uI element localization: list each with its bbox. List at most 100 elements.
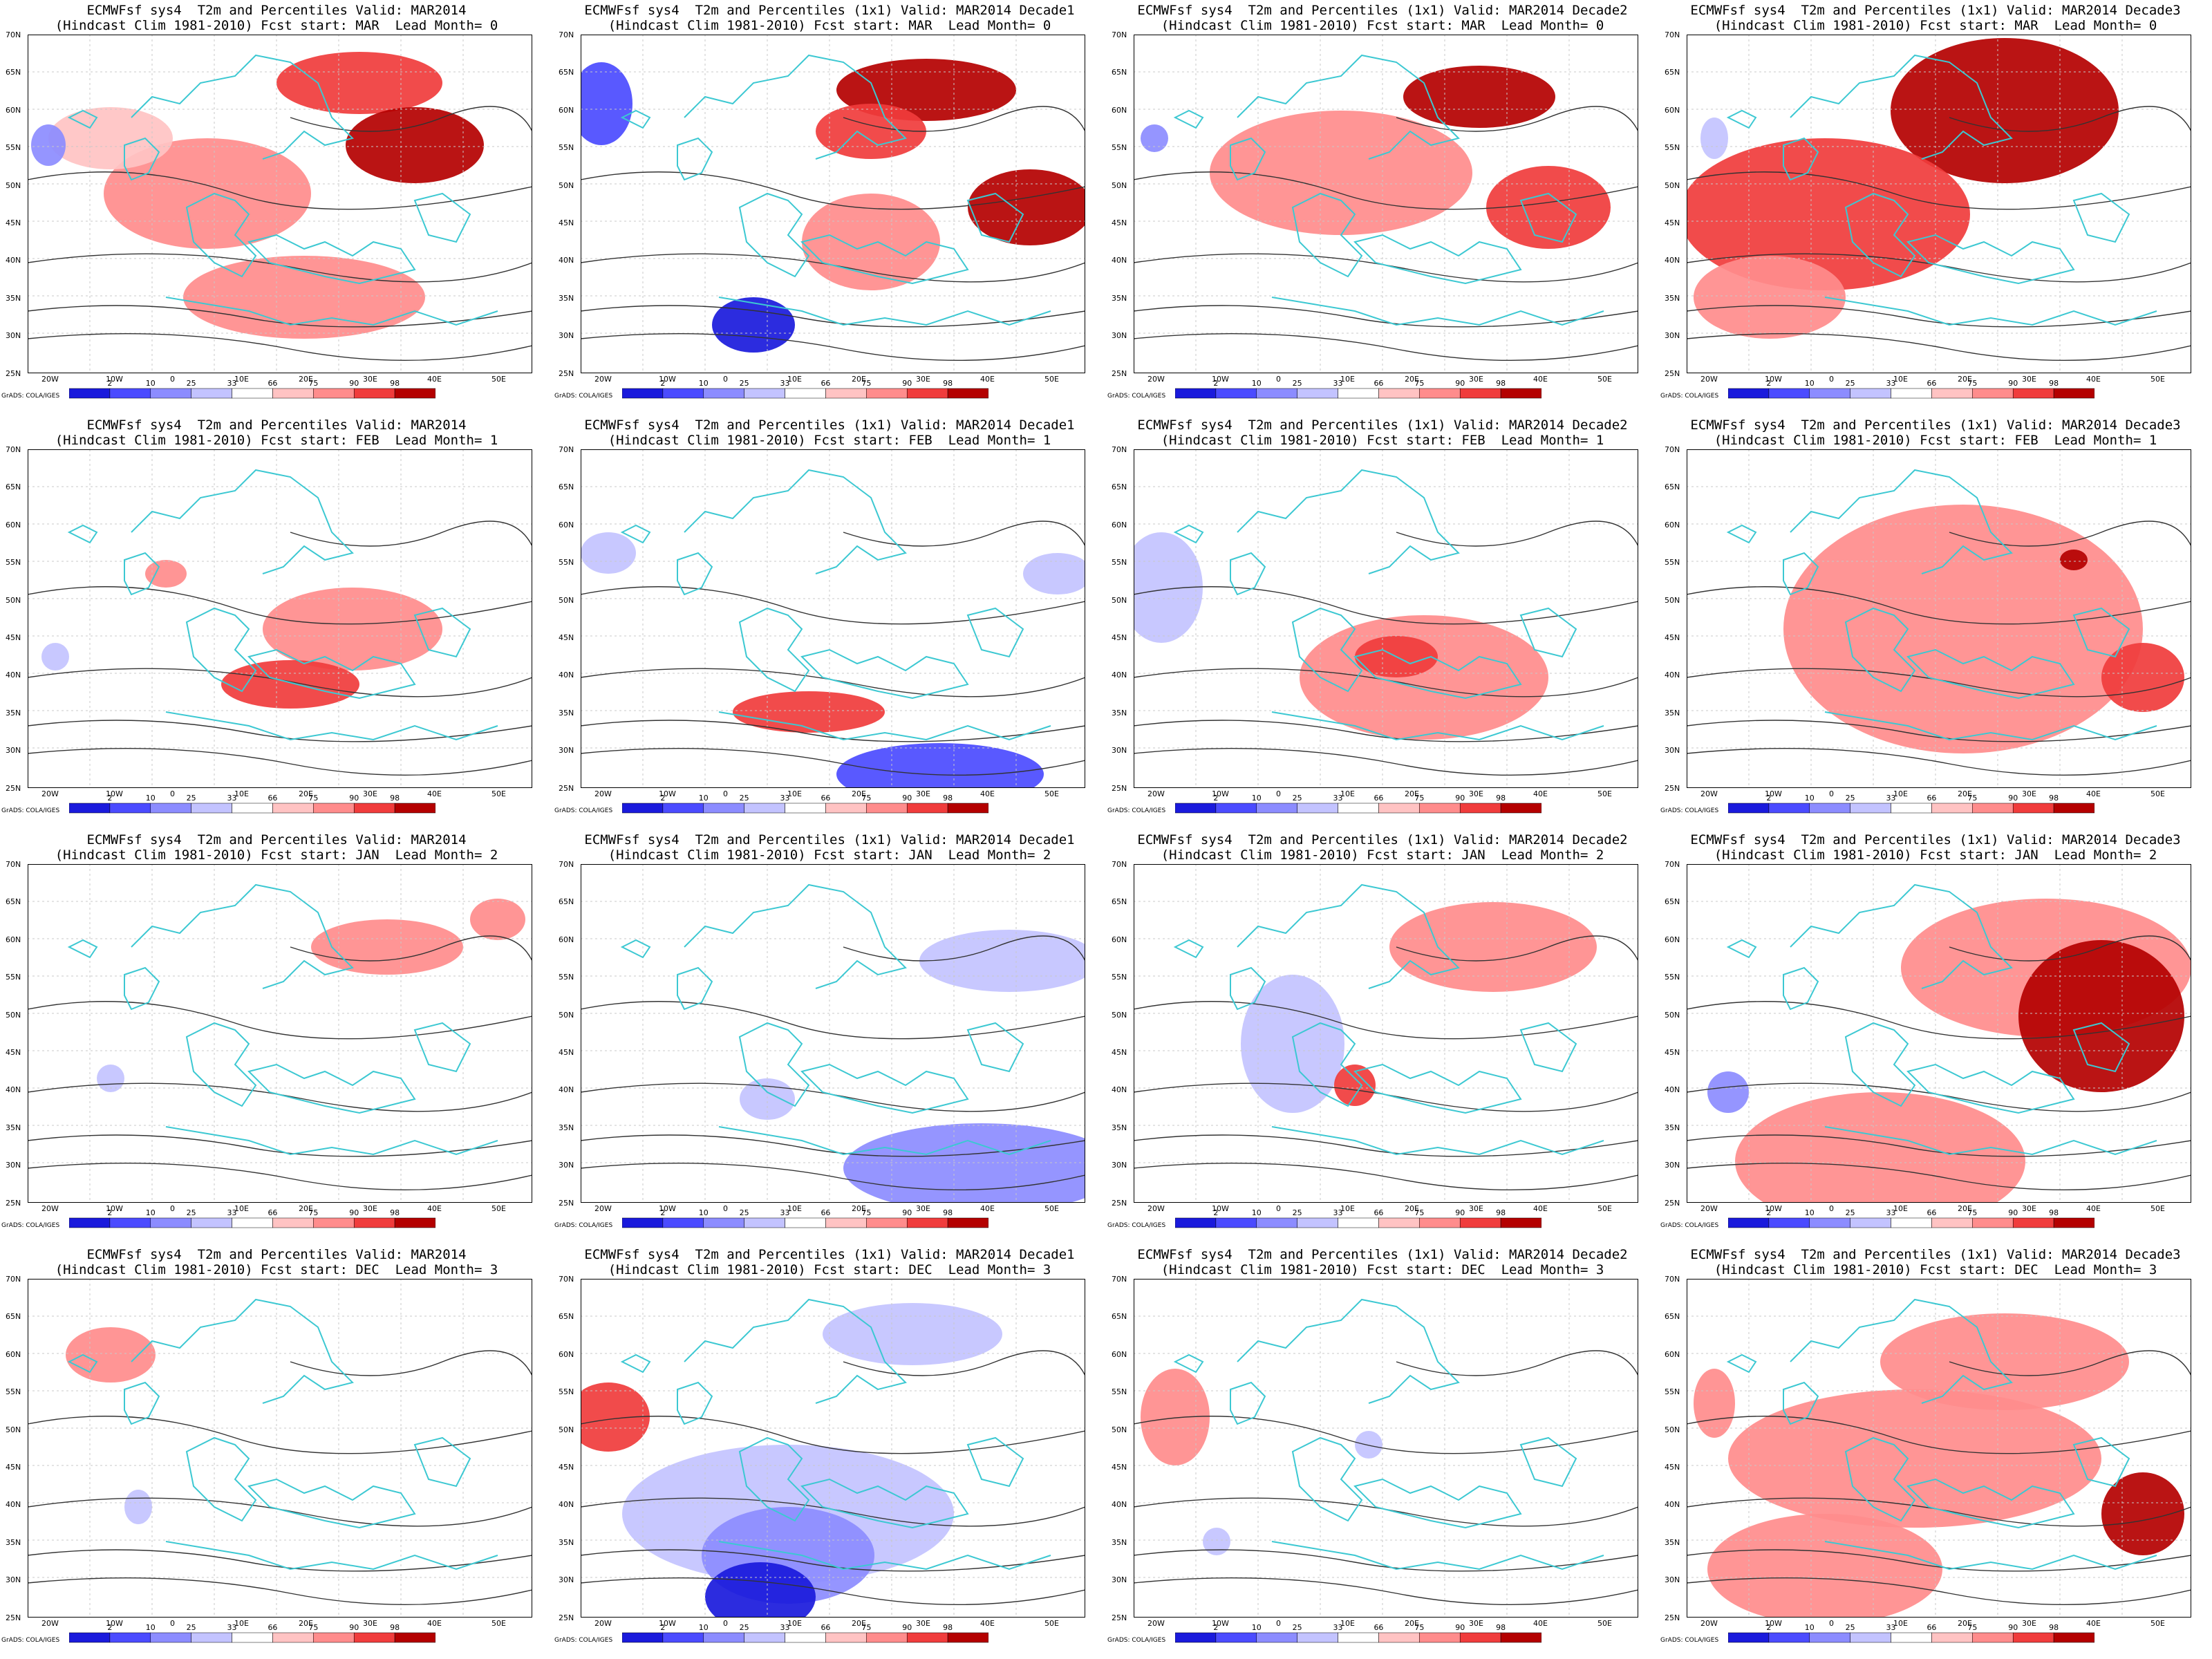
longitude-label: 40E bbox=[980, 1204, 995, 1213]
colorbar-label: 98 bbox=[943, 379, 953, 388]
latitude-label: 60N bbox=[6, 520, 21, 529]
latitude-label: 50N bbox=[559, 1010, 574, 1020]
colorbar-swatch bbox=[1500, 1217, 1541, 1228]
longitude-label: 10W bbox=[659, 375, 676, 384]
coastline bbox=[1271, 297, 1604, 326]
coastline bbox=[1353, 1063, 1522, 1114]
temperature-contour bbox=[1687, 1549, 2191, 1572]
map-panel: ECMWFsf sys4 T2m and Percentiles (1x1) V… bbox=[1106, 830, 1659, 1244]
coastline bbox=[165, 1541, 498, 1571]
colorbar-label: 90 bbox=[2008, 1623, 2018, 1632]
latitude-label: 65N bbox=[1112, 897, 1127, 907]
coastline bbox=[718, 1126, 1051, 1156]
map-area bbox=[28, 1279, 532, 1618]
percentile-shading bbox=[1141, 124, 1168, 152]
longitude-label: 10W bbox=[1765, 375, 1782, 384]
percentile-shading bbox=[183, 256, 425, 339]
temperature-contour bbox=[1687, 1082, 2191, 1112]
grads-credit: GrADS: COLA/IGES bbox=[554, 393, 613, 400]
temperature-contour bbox=[1949, 106, 2191, 132]
colorbar: 2 10 25 33 66 75 90 98 bbox=[69, 794, 435, 814]
map-panel: ECMWFsf sys4 T2m and Percentiles (1x1) V… bbox=[1106, 415, 1659, 830]
grads-credit: GrADS: COLA/IGES bbox=[1107, 393, 1166, 400]
latitude-label: 65N bbox=[1665, 482, 1680, 492]
latitude-label: 40N bbox=[559, 671, 574, 680]
colorbar-label: 66 bbox=[268, 1623, 277, 1632]
temperature-contour bbox=[1134, 333, 1638, 362]
latitude-label: 55N bbox=[559, 143, 574, 153]
latitude-label: 50N bbox=[1665, 595, 1680, 605]
coastline bbox=[1271, 711, 1604, 741]
panel-subtitle: (Hindcast Clim 1981-2010) Fcst start: MA… bbox=[1714, 18, 2157, 33]
colorbar-label: 98 bbox=[2049, 379, 2059, 388]
coastline bbox=[738, 1022, 810, 1107]
latitude-label: 50N bbox=[559, 1425, 574, 1434]
colorbar-swatch bbox=[1215, 1217, 1257, 1228]
latitude-label: 45N bbox=[1665, 1463, 1680, 1472]
longitude-label: 10E bbox=[787, 1204, 802, 1213]
longitude-label: 10W bbox=[1212, 789, 1229, 798]
colorbar-swatch bbox=[866, 1217, 908, 1228]
colorbar-swatch bbox=[906, 1217, 948, 1228]
latitude-label: 25N bbox=[1112, 368, 1127, 378]
percentile-shading bbox=[968, 169, 1085, 245]
temperature-contour bbox=[28, 1134, 532, 1157]
colorbar-label: 75 bbox=[308, 794, 318, 803]
colorbar-swatch bbox=[744, 388, 785, 399]
coastline bbox=[800, 648, 969, 700]
colorbar-swatch bbox=[825, 1217, 867, 1228]
colorbar-label: 25 bbox=[187, 1208, 196, 1217]
latitude-label: 45N bbox=[1665, 218, 1680, 227]
colorbar-swatch bbox=[1378, 1217, 1420, 1228]
colorbar: 2 10 25 33 66 75 90 98 bbox=[1175, 794, 1541, 814]
colorbar-label: 98 bbox=[1496, 1623, 1506, 1632]
colorbar-swatch bbox=[232, 388, 273, 399]
temperature-contour bbox=[1687, 586, 2191, 625]
latitude-label: 30N bbox=[559, 331, 574, 341]
colorbar-label: 33 bbox=[1333, 794, 1343, 803]
panel-title: ECMWFsf sys4 T2m and Percentiles (1x1) V… bbox=[1690, 832, 2181, 847]
latitude-label: 65N bbox=[6, 1312, 21, 1322]
latitude-label: 25N bbox=[1665, 783, 1680, 793]
coastline bbox=[800, 234, 969, 285]
coastline bbox=[677, 552, 713, 596]
longitude-label: 50E bbox=[491, 1619, 506, 1628]
longitude-label: 40E bbox=[427, 789, 442, 798]
longitude-label: 20W bbox=[1147, 1204, 1165, 1213]
map-area bbox=[1687, 35, 2191, 373]
latitude-label: 25N bbox=[559, 783, 574, 793]
colorbar-label: 98 bbox=[943, 1623, 953, 1632]
temperature-contour bbox=[28, 1416, 532, 1454]
colorbar-label: 25 bbox=[1846, 1623, 1855, 1632]
latitude-label: 40N bbox=[1112, 256, 1127, 265]
colorbar-label: 90 bbox=[902, 379, 912, 388]
map-area bbox=[28, 35, 532, 373]
latitude-label: 40N bbox=[6, 1085, 21, 1095]
map-panel: ECMWFsf sys4 T2m and Percentiles (1x1) V… bbox=[1659, 1244, 2212, 1659]
percentile-shading bbox=[66, 1327, 156, 1382]
coastline bbox=[1237, 469, 1460, 574]
colorbar-label: 33 bbox=[780, 1623, 790, 1632]
longitude-label: 20W bbox=[594, 789, 612, 798]
colorbar-label: 75 bbox=[1967, 794, 1977, 803]
latitude-label: 55N bbox=[6, 143, 21, 153]
latitude-label: 70N bbox=[6, 860, 21, 869]
coastline bbox=[1173, 109, 1204, 129]
colorbar-swatch bbox=[1891, 388, 1932, 399]
panel-subtitle: (Hindcast Clim 1981-2010) Fcst start: FE… bbox=[1714, 433, 2157, 448]
colorbar-swatch bbox=[1809, 388, 1850, 399]
colorbar-swatch bbox=[906, 803, 948, 814]
longitude-label: 10W bbox=[659, 789, 676, 798]
colorbar-swatch bbox=[1728, 1217, 1770, 1228]
colorbar-label: 98 bbox=[2049, 1208, 2059, 1217]
percentile-shading bbox=[263, 588, 442, 671]
longitude-label: 30E bbox=[1469, 1619, 1483, 1628]
colorbar-label: 98 bbox=[390, 1623, 400, 1632]
panel-title: ECMWFsf sys4 T2m and Percentiles (1x1) V… bbox=[1137, 832, 1628, 847]
latitude-label: 35N bbox=[6, 708, 21, 718]
map-frame bbox=[1687, 35, 2191, 373]
colorbar-label: 33 bbox=[780, 794, 790, 803]
temperature-contour bbox=[1134, 1163, 1638, 1191]
latitude-label: 40N bbox=[559, 256, 574, 265]
latitude-label: 30N bbox=[6, 331, 21, 341]
